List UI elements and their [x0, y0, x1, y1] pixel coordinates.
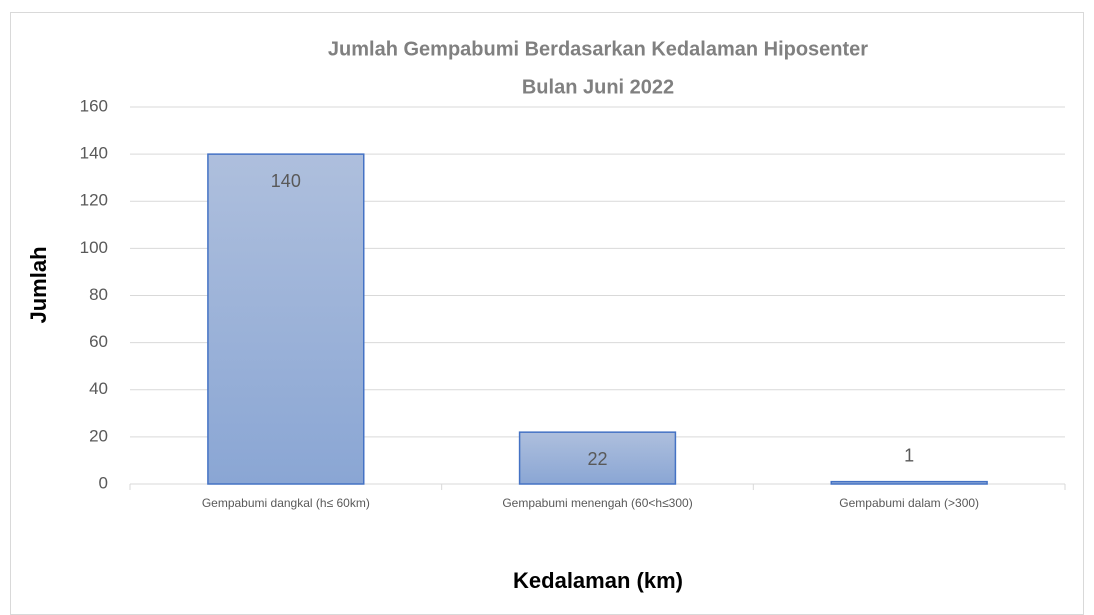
bar — [207, 153, 365, 485]
data-label: 140 — [271, 171, 301, 191]
data-label: 22 — [587, 449, 607, 469]
y-tick-label: 80 — [89, 285, 108, 304]
x-tick-label: Gempabumi dangkal (h≤ 60km) — [202, 496, 370, 510]
y-tick-label: 120 — [80, 191, 108, 210]
y-tick-label: 60 — [89, 332, 108, 351]
chart-frame — [10, 12, 1084, 615]
y-tick-label: 40 — [89, 379, 108, 398]
y-axis-label: Jumlah — [26, 246, 51, 323]
data-label: 1 — [904, 445, 914, 465]
chart-title: Jumlah Gempabumi Berdasarkan Kedalaman H… — [328, 38, 868, 60]
bar — [518, 431, 677, 485]
x-tick-label: Gempabumi menengah (60<h≤300) — [502, 496, 692, 510]
y-tick-label: 140 — [80, 144, 108, 163]
chart-subtitle: Bulan Juni 2022 — [522, 76, 674, 98]
y-tick-label: 100 — [80, 238, 108, 257]
x-tick-label: Gempabumi dalam (>300) — [839, 496, 979, 510]
y-tick-label: 20 — [89, 426, 108, 445]
y-tick-label: 160 — [80, 96, 108, 115]
bar — [830, 480, 988, 485]
x-axis-label: Kedalaman (km) — [513, 568, 683, 593]
y-tick-label: 0 — [99, 473, 108, 492]
